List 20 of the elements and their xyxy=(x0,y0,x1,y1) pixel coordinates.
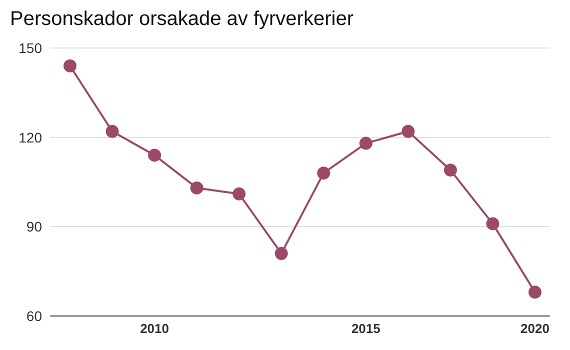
point xyxy=(106,124,119,138)
point xyxy=(359,136,372,150)
x-tick-label: 2015 xyxy=(351,321,380,336)
point xyxy=(402,124,415,138)
point xyxy=(317,166,330,180)
point xyxy=(274,246,288,260)
point xyxy=(486,217,500,230)
y-tick-label: 120 xyxy=(18,129,42,146)
point xyxy=(528,286,542,299)
point xyxy=(232,187,246,200)
chart-title: Personskador orsakade av fyrverkerier xyxy=(9,7,354,32)
point xyxy=(444,164,457,177)
point xyxy=(64,59,76,72)
x-tick-label: 2010 xyxy=(140,321,170,336)
point xyxy=(148,148,162,162)
point xyxy=(190,181,204,194)
y-tick-label: 150 xyxy=(18,40,42,56)
y-tick-label: 90 xyxy=(26,218,42,235)
y-tick-label: 60 xyxy=(26,308,42,324)
x-tick-label: 2020 xyxy=(520,321,550,336)
